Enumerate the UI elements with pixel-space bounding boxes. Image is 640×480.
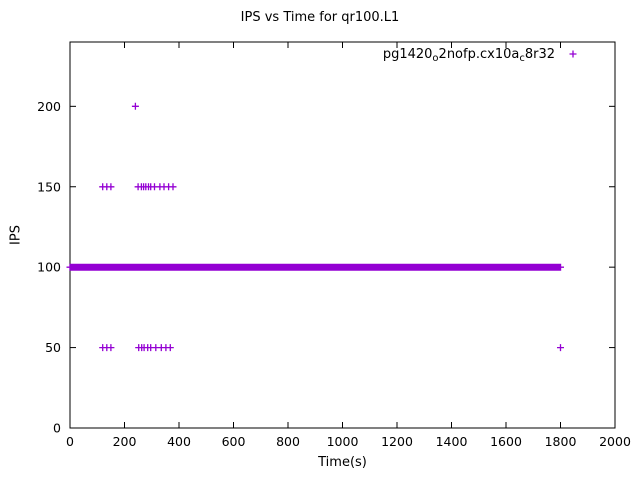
- x-tick-label: 1800: [545, 434, 577, 449]
- x-tick-label: 1000: [327, 434, 359, 449]
- x-tick-label: 800: [276, 434, 300, 449]
- x-tick-label: 1400: [436, 434, 468, 449]
- legend-marker: [569, 50, 577, 58]
- chart-title: IPS vs Time for qr100.L1: [240, 10, 400, 25]
- x-tick-label: 0: [66, 434, 74, 449]
- y-tick-label: 150: [37, 179, 61, 194]
- x-tick-label: 1600: [490, 434, 522, 449]
- data-band-ips100: [66, 263, 564, 271]
- x-tick-label: 2000: [599, 434, 631, 449]
- x-tick-label: 600: [222, 434, 246, 449]
- y-tick-label: 50: [45, 340, 61, 355]
- plot-border: [69, 41, 616, 429]
- x-axis-label: Time(s): [318, 455, 367, 470]
- legend-label: pg1420o2nofp.cx10ac8r32: [383, 47, 555, 64]
- y-tick-label: 200: [37, 99, 61, 114]
- data-points: [99, 102, 564, 352]
- x-tick-label: 200: [113, 434, 137, 449]
- y-tick-label: 0: [53, 421, 61, 436]
- x-tick-label: 400: [167, 434, 191, 449]
- y-tick-label: 100: [37, 260, 61, 275]
- x-tick-label: 1200: [381, 434, 413, 449]
